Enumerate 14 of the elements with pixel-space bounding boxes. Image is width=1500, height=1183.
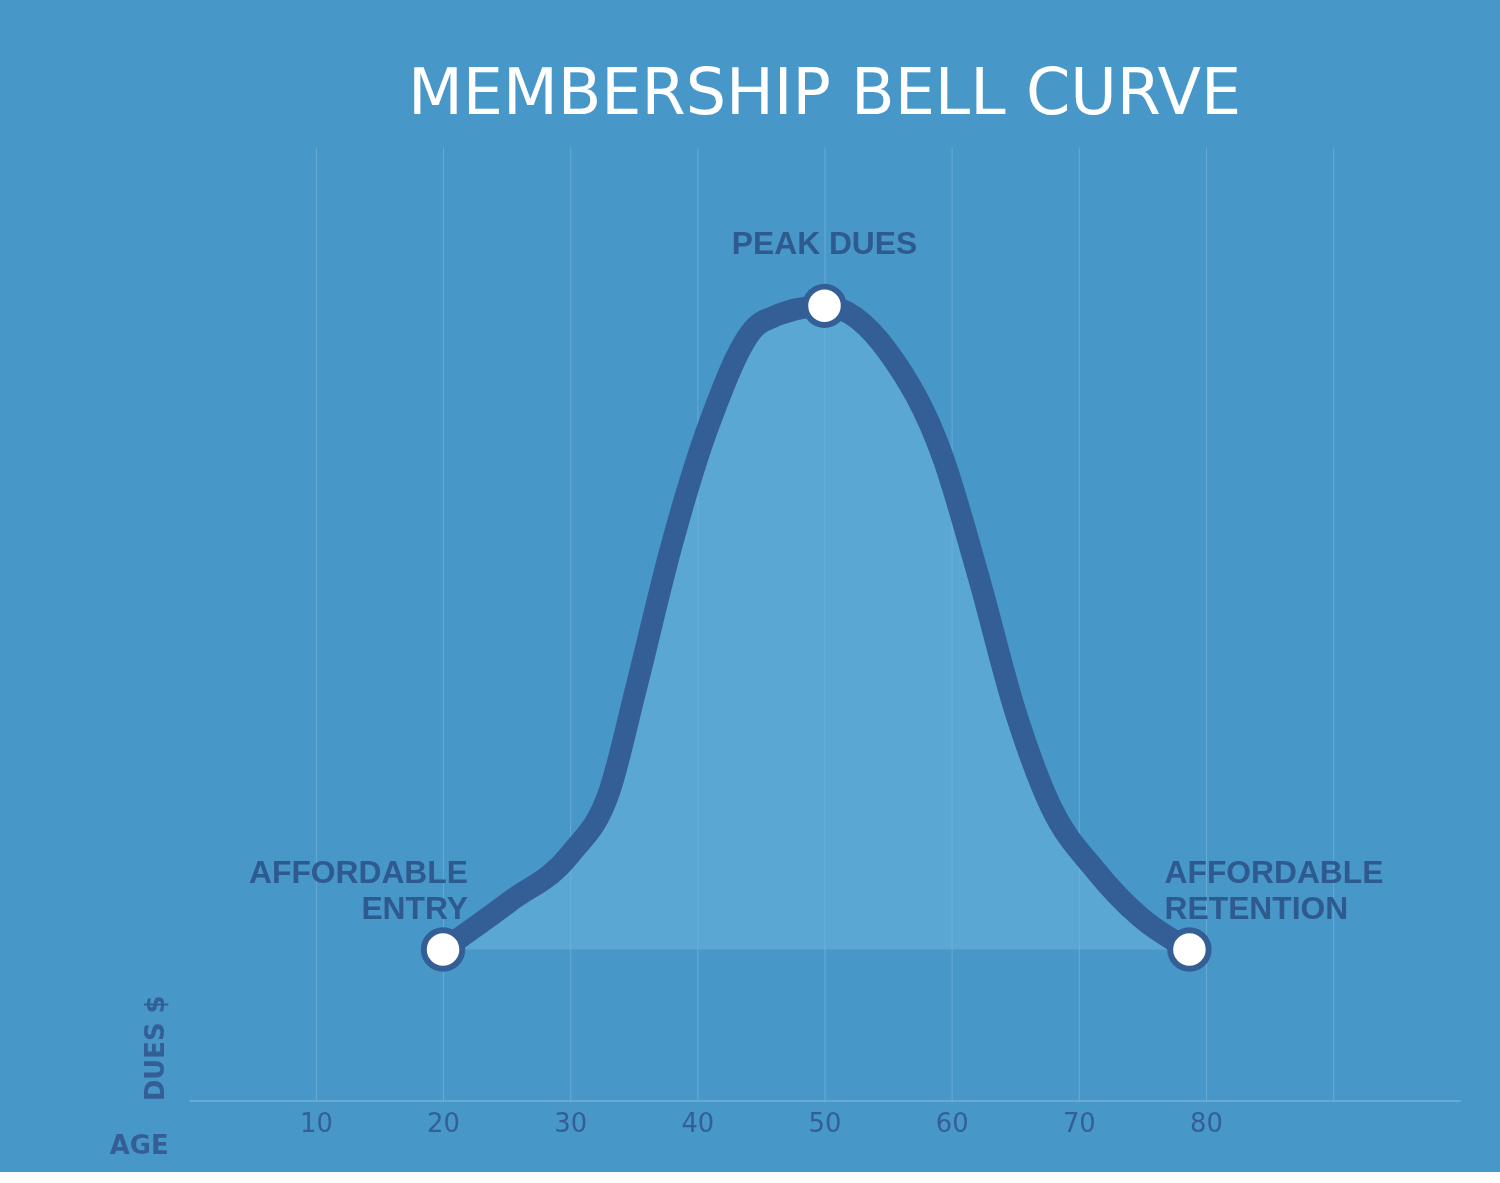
x-tick-label: 60 — [935, 1107, 969, 1138]
x-axis-title: AGE — [109, 1129, 169, 1160]
chart-title: MEMBERSHIP BELL CURVE — [407, 55, 1242, 130]
x-tick-label: 20 — [427, 1107, 460, 1138]
x-tick-label: 40 — [681, 1107, 715, 1138]
annotation: PEAK DUES — [731, 225, 918, 262]
x-tick-label: 70 — [1062, 1107, 1096, 1138]
y-axis-title: DUES $ — [140, 995, 171, 1102]
x-tick-label: 10 — [299, 1107, 333, 1138]
x-tick-label: 80 — [1190, 1107, 1223, 1138]
x-tick-label: 30 — [554, 1107, 588, 1138]
annotation: AFFORDABLE ENTRY — [249, 854, 468, 926]
x-tick-label: 50 — [808, 1107, 842, 1138]
annotation: AFFORDABLE RETENTION — [1164, 854, 1384, 926]
